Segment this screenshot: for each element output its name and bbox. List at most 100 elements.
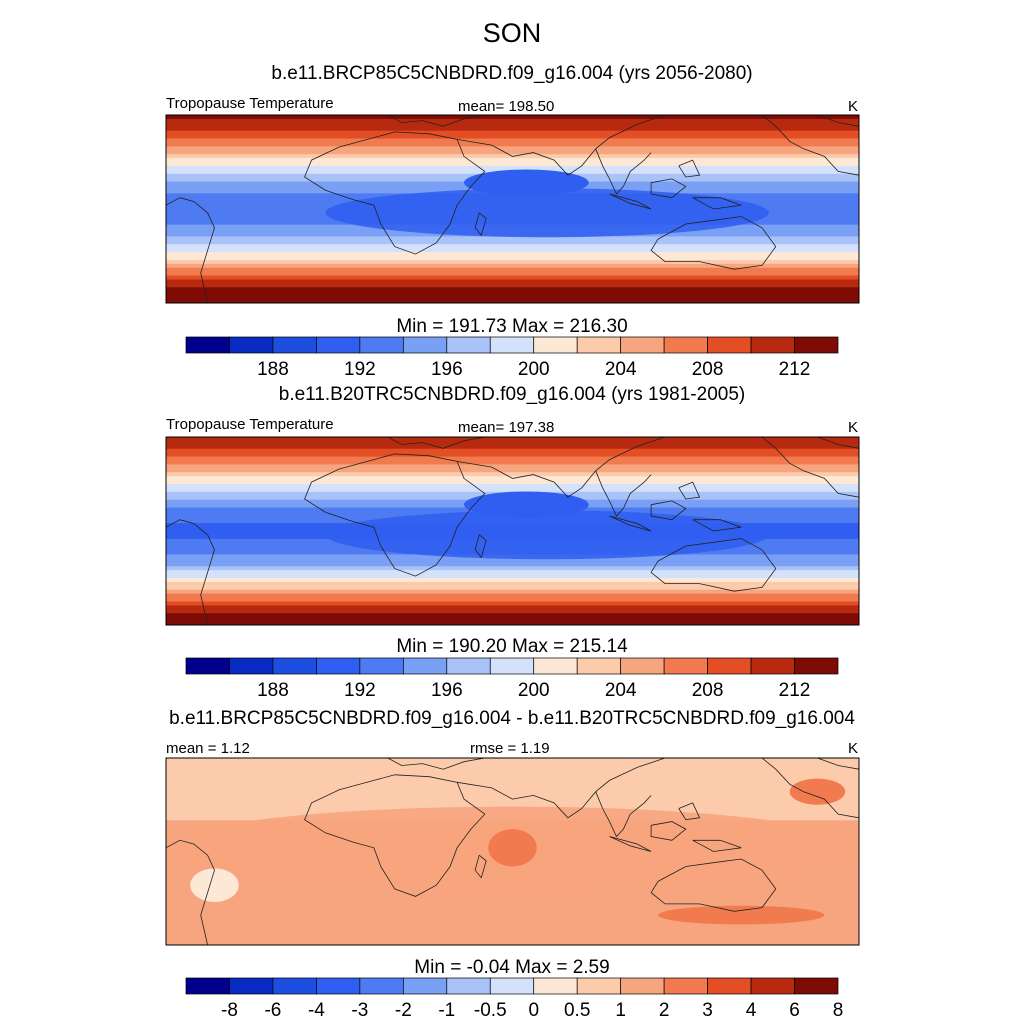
colorbar-3-swatch-12 xyxy=(707,977,752,995)
map-panel-3 xyxy=(165,757,860,946)
colorbar-3-tick-7: 0 xyxy=(528,1000,539,1021)
lat-band-3-38 xyxy=(166,906,859,911)
colorbar-3-tick-10: 2 xyxy=(659,1000,670,1021)
colorbar-1: 188 192 196 200 204 208 212 xyxy=(185,336,839,380)
lat-band-2-4 xyxy=(166,452,859,458)
coastline-1-8 xyxy=(650,216,777,270)
lat-band-1-39 xyxy=(166,267,859,273)
lat-band-2-31 xyxy=(166,558,859,563)
lat-band-3-46 xyxy=(166,937,859,942)
colorbar-2-swatch-6 xyxy=(446,657,491,675)
colorbar-2-swatch-11 xyxy=(663,657,708,675)
lat-band-2-5 xyxy=(166,456,859,462)
colorbar-3-swatch-6 xyxy=(446,977,491,995)
lat-band-3-3 xyxy=(166,769,859,775)
colorbar-1-swatch-0 xyxy=(185,336,230,354)
lat-band-2-47 xyxy=(166,621,859,625)
colorbar-1-swatch-4 xyxy=(359,336,404,354)
colorbar-3-tick-0: -8 xyxy=(221,1000,238,1021)
lat-band-3-9 xyxy=(166,793,859,798)
colorbar-1-swatch-12 xyxy=(707,336,752,354)
coastline-2-2 xyxy=(457,437,666,498)
colorbar-3-swatch-7 xyxy=(489,977,535,995)
colorbar-2-tick-6: 212 xyxy=(779,680,811,701)
page-title: SON xyxy=(482,18,542,48)
coastline-1-4 xyxy=(609,193,652,210)
map-field-2 xyxy=(166,437,859,625)
colorbar-1-tick-6: 212 xyxy=(779,359,811,380)
colorbar-3-tick-5: -1 xyxy=(438,1000,455,1021)
atlantic-low-spot xyxy=(190,868,239,902)
lat-band-1-47 xyxy=(166,299,859,303)
lat-band-2-39 xyxy=(166,589,859,595)
coastline-3-8 xyxy=(650,858,777,912)
coastline-3-4 xyxy=(609,836,652,852)
colorbar-2-tick-2: 196 xyxy=(431,680,463,701)
colorbar-2-swatch-10 xyxy=(620,657,665,675)
colorbar-2-swatch-1 xyxy=(229,657,274,675)
colorbar-3-swatch-3 xyxy=(316,977,361,995)
colorbar-3-tick-3: -3 xyxy=(351,1000,368,1021)
colorbar-3-tick-6: -0.5 xyxy=(474,1000,507,1021)
coastline-1-12 xyxy=(387,115,485,127)
lat-band-1-8 xyxy=(166,146,859,151)
lat-band-3-42 xyxy=(166,921,859,927)
colorbar-1-swatch-1 xyxy=(229,336,274,354)
colorbar-3-tick-4: -2 xyxy=(395,1000,412,1021)
lat-band-1-7 xyxy=(166,142,859,147)
map-field-3 xyxy=(166,758,859,945)
colorbar-3-swatch-1 xyxy=(229,977,274,995)
colorbar-2-swatch-0 xyxy=(185,657,230,675)
lat-band-2-2 xyxy=(166,444,859,450)
colorbar-1-tick-2: 196 xyxy=(431,359,463,380)
coastline-3-11 xyxy=(166,839,215,945)
lat-band-3-8 xyxy=(166,789,859,794)
cold-core-2 xyxy=(325,510,769,560)
panel-2-title: b.e11.B20TRC5CNBDRD.f09_g16.004 (yrs 198… xyxy=(278,384,746,405)
lat-band-1-38 xyxy=(166,263,859,269)
map-frame-1 xyxy=(165,114,860,304)
lat-band-1-3 xyxy=(166,126,859,132)
lat-band-2-35 xyxy=(166,574,859,579)
coastline-2-5 xyxy=(650,500,687,521)
colorbar-2-tick-3: 200 xyxy=(518,680,550,701)
coastline-2-8 xyxy=(650,538,777,592)
map-panel-2 xyxy=(165,436,860,626)
colorbar-1-swatch-9 xyxy=(576,336,622,354)
lat-band-2-46 xyxy=(166,617,859,622)
colorbar-1-swatch-7 xyxy=(489,336,535,354)
coastline-2-12 xyxy=(387,437,485,449)
panel-2-variable-label: Tropopause Temperature xyxy=(166,416,334,433)
coastline-2-6 xyxy=(678,481,701,500)
colorbar-3-tick-9: 1 xyxy=(615,1000,626,1021)
colorbar-3-swatch-5 xyxy=(402,977,448,995)
colorbar-1-swatch-13 xyxy=(750,336,795,354)
colorbar-3-swatch-13 xyxy=(750,977,795,995)
lat-band-3-45 xyxy=(166,933,859,938)
colorbar-1-swatch-14 xyxy=(794,336,839,354)
south-pacific-spot xyxy=(658,905,825,925)
colorbar-2-swatch-5 xyxy=(402,657,448,675)
lat-band-1-12 xyxy=(166,162,859,167)
coastline-3-12 xyxy=(387,758,485,770)
panel-3-rmse-label: rmse = 1.19 xyxy=(470,740,550,757)
coastline-3-5 xyxy=(650,821,687,841)
lat-band-1-31 xyxy=(166,236,859,241)
colorbar-1-tick-1: 192 xyxy=(344,359,376,380)
coastline-1-0 xyxy=(304,131,486,255)
colorbar-3-swatch-9 xyxy=(576,977,622,995)
map-field-1 xyxy=(166,115,859,303)
panel-3-title: b.e11.BRCP85C5CNBDRD.f09_g16.004 - b.e11… xyxy=(169,708,855,729)
colorbar-2-swatch-2 xyxy=(272,657,317,675)
coastline-3-9 xyxy=(761,758,859,819)
coastline-2-9 xyxy=(761,437,859,498)
lat-band-1-6 xyxy=(166,138,859,144)
colorbar-2-swatch-12 xyxy=(707,657,752,675)
lat-band-3-5 xyxy=(166,777,859,782)
coastline-2-10 xyxy=(817,437,859,449)
lat-band-1-37 xyxy=(166,259,859,265)
coastline-3-7 xyxy=(692,839,742,852)
colorbar-1-tick-3: 200 xyxy=(518,359,550,380)
lat-band-2-38 xyxy=(166,585,859,591)
